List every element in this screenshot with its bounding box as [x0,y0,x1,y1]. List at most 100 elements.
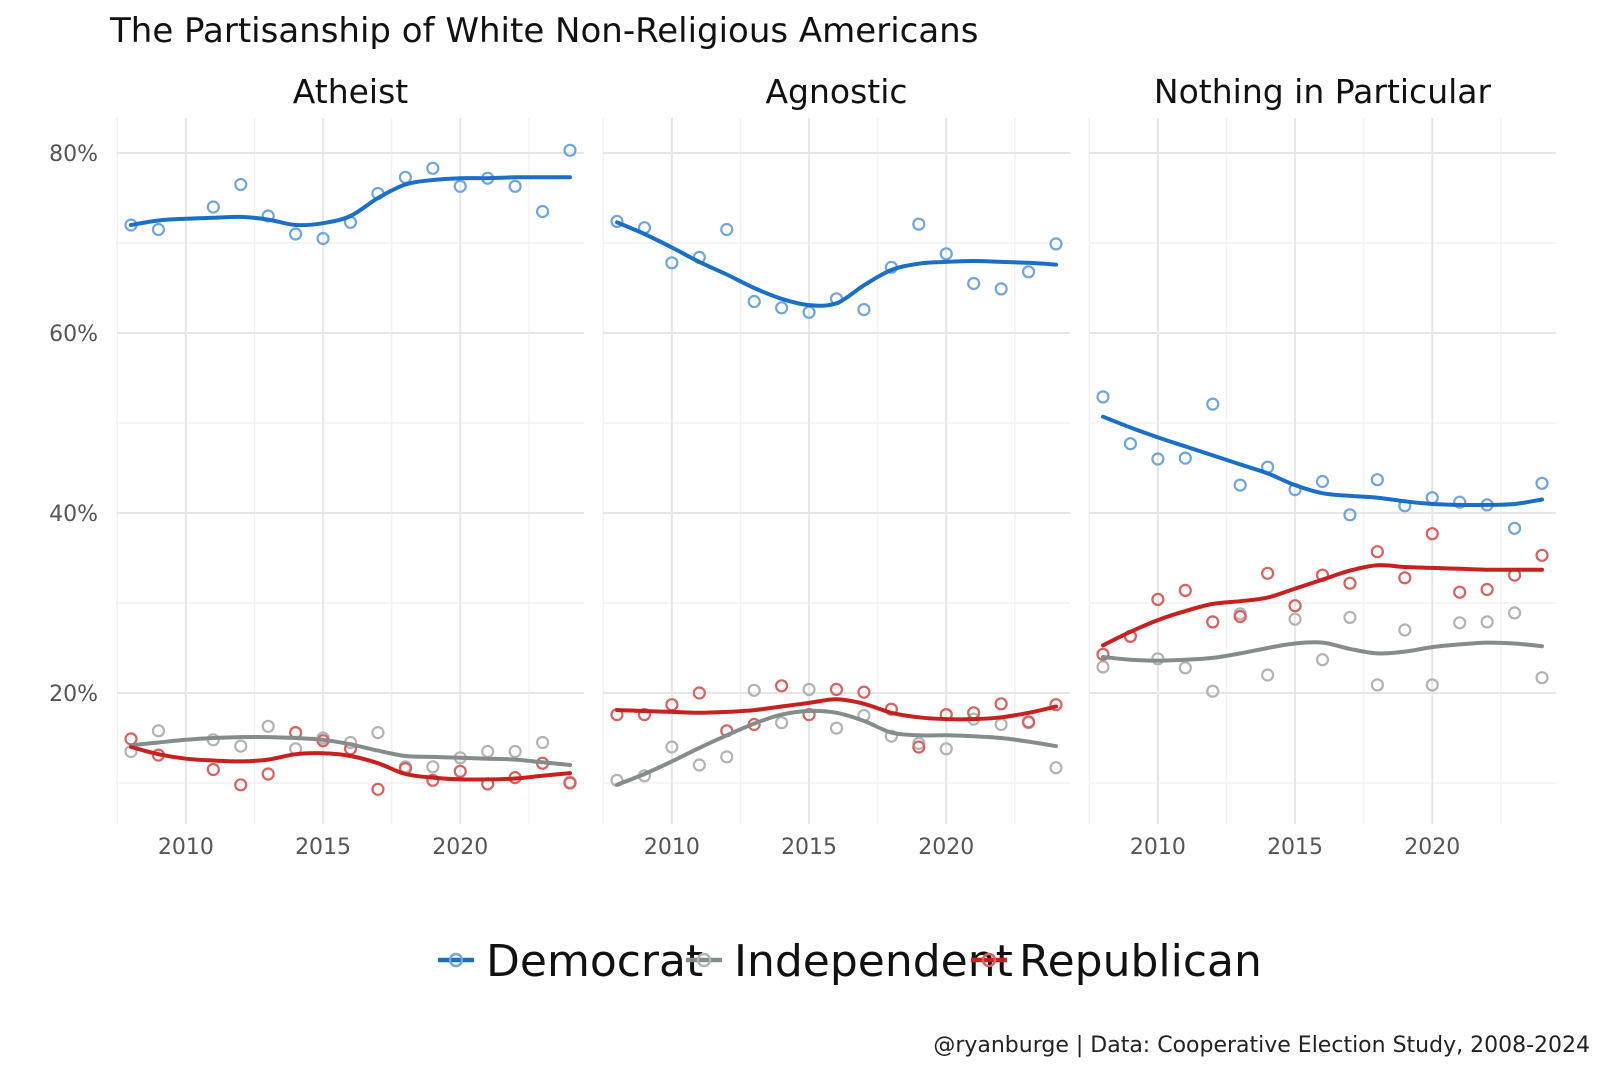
data-point [453,764,467,778]
data-point [967,276,981,291]
x-tick-label: 2015 [781,835,837,860]
data-point [1096,390,1110,404]
data-point [234,739,248,753]
y-tick-label: 20% [49,682,98,707]
data-point [1370,678,1384,692]
data-point [426,773,440,787]
data-point [1178,583,1192,598]
legend-item-independent: Independent [686,936,1013,987]
data-point [1453,495,1467,509]
data-point [1096,647,1110,661]
data-point [1480,582,1494,597]
data-point [775,679,789,693]
data-point [206,762,220,777]
data-point [994,697,1008,711]
data-point [939,247,953,261]
legend-key-point [981,952,997,968]
chart-title: The Partisanship of White Non-Religious … [109,11,978,51]
x-tick-label: 2010 [644,835,700,860]
trend-line-democrat [615,220,1058,308]
data-point [912,217,926,231]
panel-nothing-in-particular: Nothing in Particular 2010 2015 2020 [1088,72,1556,860]
y-tick-label: 40% [49,502,98,527]
data-point [316,231,330,246]
data-point [1288,612,1302,626]
trend-line-independent [1101,640,1544,663]
data-point [1151,452,1165,466]
data-point [1425,678,1439,692]
legend-label: Independent [734,936,1013,987]
data-point [1206,615,1220,629]
data-point [124,732,138,746]
trend-line-democrat [129,175,572,228]
data-point [206,200,220,214]
panel-title: Nothing in Particular [1154,72,1492,111]
data-point [1021,265,1036,279]
x-tick-label: 2010 [158,835,214,860]
panel-atheist: Atheist 2010 2015 2020 [116,72,584,860]
legend-key-point [448,952,464,968]
data-point [829,721,844,735]
y-tick-label: 60% [49,322,98,347]
data-point [1096,660,1110,674]
data-point [1021,715,1036,729]
data-point [1315,653,1330,667]
data-point [912,740,926,754]
data-point [994,282,1008,296]
data-point [1398,571,1412,585]
data-point [747,683,761,697]
data-point [1049,761,1063,775]
series-democrat [1096,390,1549,535]
x-tick-label: 2015 [1267,835,1323,860]
series-democrat [124,143,577,246]
data-point [1370,473,1384,487]
legend-item-republican: Republican [971,936,1262,987]
panel-agnostic: Agnostic 2010 2015 2020 [602,72,1070,860]
data-point [1453,616,1467,630]
data-point [234,778,248,792]
x-tick-label: 2015 [295,835,351,860]
panel-title: Agnostic [765,72,907,111]
trend-line-republican [1101,563,1544,648]
data-point [1178,451,1192,465]
data-point [151,222,166,237]
data-point [508,744,522,759]
data-point [1507,606,1522,620]
data-point [1049,237,1063,251]
y-tick-label: 80% [49,142,98,167]
data-point [1315,474,1330,489]
x-tick-label: 2020 [918,835,974,860]
data-point [1261,668,1275,682]
data-point [426,760,440,774]
data-point [1343,610,1357,625]
x-tick-label: 2010 [1130,835,1186,860]
data-point [1123,437,1138,451]
data-point [234,177,248,192]
data-point [692,686,706,700]
data-point [747,294,761,309]
data-point [1151,592,1165,607]
data-point [398,170,412,184]
data-point [1261,566,1275,580]
trend-line-independent [615,708,1058,787]
data-point [1343,576,1357,590]
data-point [1507,521,1522,535]
data-point [939,742,953,756]
data-point [1535,548,1549,562]
data-point [563,143,577,157]
trend-line-republican [129,745,572,782]
data-point [720,222,734,237]
data-point [1233,478,1247,492]
x-tick-label: 2020 [432,835,488,860]
data-point [261,719,275,733]
data-point [261,767,275,781]
data-point [692,758,706,772]
legend-item-democrat: Democrat [438,936,703,987]
data-point [508,179,522,193]
trend-line-independent [129,734,572,767]
data-point [535,204,550,219]
data-point [1480,615,1494,629]
data-point [1453,585,1467,599]
y-axis: 20% 40% 60% 80% [49,142,98,707]
